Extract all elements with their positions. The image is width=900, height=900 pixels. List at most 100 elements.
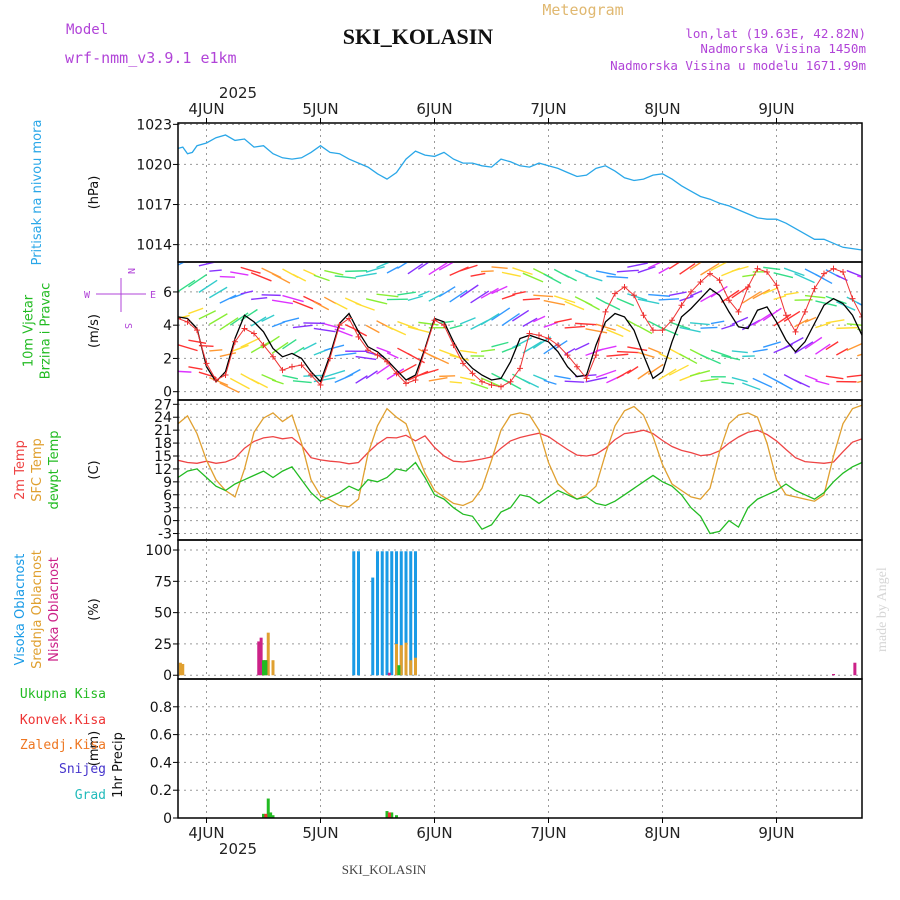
wind-arrow xyxy=(282,339,297,350)
wind-arrow xyxy=(344,368,361,379)
wind-arrow xyxy=(825,375,844,380)
wind-arrow xyxy=(846,269,862,277)
bar xyxy=(264,813,268,818)
wind-arrow xyxy=(355,302,375,311)
ytick-label: 0 xyxy=(163,385,172,401)
wind-arrow xyxy=(522,378,540,389)
panel-ylabel: Visoka Oblacnost xyxy=(13,554,28,666)
wind-arrow xyxy=(292,273,307,282)
wind-arrow xyxy=(303,374,325,377)
top-day-label: 4JUN xyxy=(188,100,224,118)
wind-arrow xyxy=(313,327,336,333)
wind-arrow xyxy=(533,294,554,298)
bar xyxy=(266,632,270,676)
wind-arrow xyxy=(689,369,711,377)
wind-arrow xyxy=(271,272,291,284)
unit-label: (C) xyxy=(87,460,102,479)
bars-ukupna-kisa xyxy=(262,798,398,818)
wind-arrow xyxy=(522,317,538,327)
wind-arrow xyxy=(689,262,703,271)
wind-arrow xyxy=(292,324,313,329)
wind-arrow xyxy=(303,269,316,276)
bar xyxy=(380,551,384,676)
wind-arrow xyxy=(376,293,399,298)
wind-arrow xyxy=(763,266,781,271)
wind-arrow xyxy=(198,262,215,267)
bar xyxy=(262,660,265,676)
ytick-label: 9 xyxy=(163,475,172,491)
panel-ylabel: Srednja Oblacnost xyxy=(30,550,45,669)
wind-arrow xyxy=(574,269,589,277)
ytick-label: 0 xyxy=(163,811,172,827)
bar xyxy=(414,657,417,676)
wind-arrow xyxy=(773,272,794,279)
wind-arrow xyxy=(773,295,787,301)
wind-arrow xyxy=(815,273,833,285)
wind-arrow xyxy=(250,316,267,327)
wind-arrow xyxy=(856,301,862,306)
panel-ylabel: Pritisak na nivou mora xyxy=(30,120,45,266)
watermark: made by Angel xyxy=(875,567,890,652)
wind-arrow xyxy=(428,377,448,382)
bottom-date-axis: 2025 4JUN 5JUN 6JUN 7JUN 8JUN 9JUN xyxy=(188,818,795,858)
top-day-label: 8JUN xyxy=(644,100,680,118)
wind-arrow xyxy=(804,374,818,381)
product-title: Meteogram xyxy=(542,1,623,19)
wind-arrow xyxy=(533,374,547,382)
bars-visoka-oblacnost xyxy=(352,551,417,676)
top-day-label: 6JUN xyxy=(416,100,452,118)
wind-arrow xyxy=(417,262,431,270)
wind-arrow xyxy=(543,299,566,306)
bar xyxy=(271,815,275,818)
wind-arrow xyxy=(407,263,424,275)
wind-arrow xyxy=(397,363,417,376)
wind-arrow xyxy=(616,324,631,333)
wind-arrow xyxy=(522,297,540,301)
wind-arrow xyxy=(585,274,603,282)
unit-label: (hPa) xyxy=(87,176,102,210)
wind-compass: N S W E xyxy=(84,268,156,329)
wind-arrow xyxy=(606,328,624,338)
plot-area-pressure xyxy=(178,134,862,251)
wind-arrow xyxy=(616,269,639,273)
wind-arrow xyxy=(794,341,814,354)
wind-arrow-field xyxy=(178,262,862,394)
panel-ylabel: dewpt Temp xyxy=(47,430,62,509)
wind-arrow xyxy=(857,275,862,279)
wind-arrow xyxy=(250,340,271,354)
ytick-label: 50 xyxy=(154,606,172,622)
wind-arrow xyxy=(240,266,261,274)
wind-arrow xyxy=(386,368,405,380)
wind-arrow xyxy=(658,298,680,301)
bar xyxy=(395,815,398,818)
bars-konvek.kisa xyxy=(264,812,391,818)
wind-arrow xyxy=(564,325,586,329)
bar xyxy=(399,645,403,676)
wind-arrow xyxy=(250,272,272,282)
wind-arrow xyxy=(585,328,608,334)
wind-arrow xyxy=(679,353,698,365)
wind-arrow xyxy=(324,369,346,378)
wind-arrow xyxy=(459,284,479,298)
ytick-label: 1020 xyxy=(136,157,172,173)
ytick-label: 12 xyxy=(154,462,172,478)
bar xyxy=(376,551,379,676)
wind-arrow xyxy=(491,285,508,295)
wind-arrow xyxy=(731,284,751,299)
gust-point xyxy=(178,315,181,322)
ytick-label: 6 xyxy=(163,285,172,301)
ytick-label: 25 xyxy=(154,637,172,653)
wind-arrow xyxy=(752,377,773,388)
wind-arrow xyxy=(595,270,616,276)
wind-arrow xyxy=(773,313,792,327)
wind-arrow xyxy=(261,294,281,297)
wind-arrow xyxy=(752,288,771,300)
wind-arrow xyxy=(857,380,862,384)
chart-header: Model wrf-nmm_v3.9.1 e1km SKI_KOLASIN Me… xyxy=(65,1,866,73)
wind-arrow xyxy=(324,323,345,331)
ytick-label: 0.8 xyxy=(150,700,172,716)
grid-pressure xyxy=(178,123,862,262)
top-day-label: 9JUN xyxy=(758,100,794,118)
grid-cloud xyxy=(178,540,862,679)
